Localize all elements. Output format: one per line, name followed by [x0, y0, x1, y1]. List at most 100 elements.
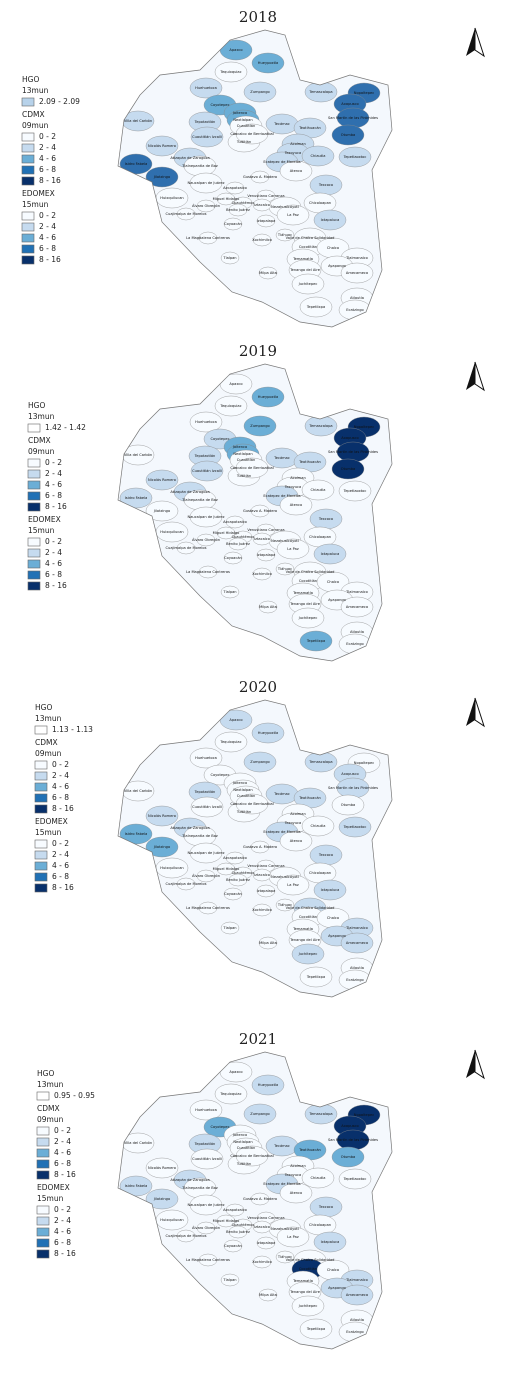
municipality-label: Iztapalapa: [257, 889, 276, 893]
municipality-label: Huehuetoca: [195, 1108, 217, 1112]
legend-swatch: [34, 793, 48, 803]
municipality-area: [275, 898, 295, 912]
legend-group-title: HGO: [37, 1069, 54, 1078]
legend-label: 0 - 2: [45, 458, 62, 467]
municipality-label: Tláhuac: [277, 233, 292, 237]
municipality-label: Amecameca: [346, 271, 368, 275]
municipality-label: Tlalpan: [222, 256, 236, 260]
legend-swatch: [21, 154, 35, 164]
legend-swatch: [36, 1205, 50, 1215]
municipality-area: [145, 836, 179, 858]
legend-label: 6 - 8: [39, 165, 56, 174]
municipality-label: Atizapán de Zaragoza: [170, 490, 209, 494]
municipality-cells: [119, 373, 381, 655]
municipality-area: [119, 1175, 153, 1197]
municipality-label: Zumpango: [250, 90, 269, 94]
municipality-label: Tláhuac: [277, 567, 292, 571]
legend-swatch: [27, 458, 41, 468]
municipality-label: La Magdalena Contreras: [186, 906, 230, 910]
legend-swatch: [27, 502, 41, 512]
municipality-label: Tequixquiac: [219, 740, 241, 744]
legend-group-title: HGO: [28, 401, 45, 410]
north-arrow-half: [474, 1049, 485, 1080]
municipality-label: La Magdalena Contreras: [186, 236, 230, 240]
municipality-area: [340, 596, 374, 618]
municipality-label: Axapusco: [341, 1124, 358, 1128]
municipality-label: Tecámac: [273, 122, 290, 126]
municipality-area: [331, 458, 365, 480]
municipality-label: Nextlalpan: [233, 118, 252, 122]
municipality-area: [299, 966, 333, 988]
municipality-label: Atlautla: [350, 296, 364, 300]
municipality-label: Nezahualcóyotl: [271, 205, 299, 209]
legend-group-title: EDOMEX: [35, 817, 68, 826]
municipality-label: Naucalpan de Juárez: [188, 515, 225, 519]
municipality-label: Iztacalco: [254, 1225, 270, 1229]
municipality-area: [145, 1157, 179, 1179]
municipality-label: Milpa Alta: [259, 941, 277, 945]
municipality-label: Xochimilco: [252, 238, 272, 242]
municipality-label: Texcoco: [318, 853, 333, 857]
municipality-label: Tenango del Aire: [289, 268, 321, 272]
municipality-label: Huixquilucan: [160, 196, 183, 200]
municipality-label: Coyotepec: [210, 1125, 229, 1129]
municipality-label: Atizapán de Zaragoza: [170, 156, 209, 160]
legend-swatch: [36, 1216, 50, 1226]
legend-label: 6 - 8: [52, 793, 69, 802]
municipality-area: [251, 1074, 285, 1096]
municipality-label: Tlalmanalco: [345, 1278, 368, 1282]
municipality-area: [228, 203, 248, 217]
north-arrow-half: [474, 361, 485, 392]
municipality-label: Iztapalapa: [257, 219, 276, 223]
municipality-label: Azcapotzalco: [223, 856, 247, 860]
municipality-label: Otumba: [341, 133, 356, 137]
legend-swatch: [27, 559, 41, 569]
municipality-label: Temamatla: [292, 927, 313, 931]
municipality-area: [235, 793, 269, 815]
legend-swatch: [36, 1126, 50, 1136]
legend-swatch: [36, 1238, 50, 1248]
municipality-label: Ecatepec de Morelos: [263, 160, 300, 164]
municipality-label: San Martín de las Pirámides: [328, 116, 378, 120]
map-panel: 2020 Apaxco Hueypoxtla Tequixquiac Temascala…: [34, 678, 485, 998]
municipality-area: [252, 532, 272, 546]
municipality-label: Otumba: [341, 467, 356, 471]
municipality-area: [214, 731, 248, 753]
municipality-area: [331, 1146, 365, 1168]
legend-label: 4 - 6: [39, 154, 56, 163]
municipality-label: Cocotitlán: [299, 579, 317, 583]
municipality-label: Tepotzotlán: [194, 454, 216, 458]
municipality-label: Ecatzingo: [346, 308, 364, 312]
municipality-label: Apaxco: [229, 718, 242, 722]
municipality-area: [228, 1225, 248, 1239]
municipality-label: Huehuetoca: [195, 86, 217, 90]
municipality-label: Tlalpan: [222, 926, 236, 930]
legend-group-title: EDOMEX: [28, 515, 61, 524]
legend-label: 2 - 4: [52, 850, 69, 859]
municipality-area: [251, 722, 285, 744]
legend-label: 2 - 4: [54, 1137, 71, 1146]
municipality-area: [243, 81, 277, 103]
municipality-label: Hueypoxtla: [258, 61, 278, 65]
municipality-label: Tepetlaoxtoc: [343, 155, 367, 159]
legend-swatch: [34, 872, 48, 882]
legend-swatch: [36, 1170, 50, 1180]
legend-count: 13mun: [35, 714, 62, 723]
municipality-area: [291, 607, 325, 629]
municipality-label: Milpa Alta: [259, 1293, 277, 1297]
municipality-label: Hueypoxtla: [258, 395, 278, 399]
municipality-label: Iztacalco: [254, 537, 270, 541]
legend-count: 13mun: [22, 86, 49, 95]
municipality-area: [145, 135, 179, 157]
municipality-area: [189, 77, 223, 99]
municipality-label: Tenango del Aire: [289, 1290, 321, 1294]
legend-swatch: [21, 143, 35, 153]
municipality-label: Tlalmanalco: [345, 926, 368, 930]
municipality-label: Naucalpan de Juárez: [188, 1203, 225, 1207]
municipality-label: Tecámac: [273, 792, 290, 796]
legend-count: 09mun: [35, 749, 62, 758]
municipality-label: Cuajimalpa de Morelos: [166, 882, 207, 886]
municipality-label: Amecameca: [346, 605, 368, 609]
municipality-label: Álvaro Obregón: [192, 873, 220, 878]
municipality-label: Miguel Hidalgo: [213, 867, 240, 871]
